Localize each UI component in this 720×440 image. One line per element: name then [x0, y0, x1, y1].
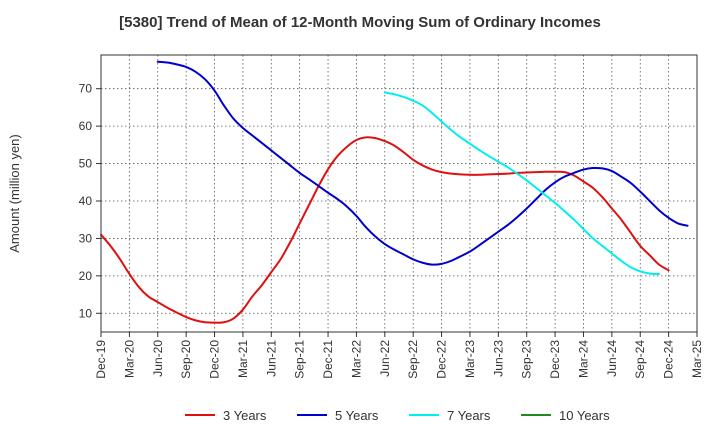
x-tick-label: Sep-20 — [179, 340, 193, 379]
x-tick-label: Mar-23 — [463, 340, 477, 378]
x-tick-label: Sep-21 — [293, 340, 307, 379]
x-tick-label: Jun-20 — [151, 340, 165, 377]
series-line-7-years — [383, 91, 661, 275]
x-tick-label: Mar-20 — [122, 340, 136, 378]
grid — [101, 55, 697, 332]
x-tick-label: Dec-24 — [662, 340, 676, 379]
y-tick-label: 20 — [79, 269, 93, 283]
x-tick-label: Dec-23 — [548, 340, 562, 379]
x-tick-label: Dec-21 — [321, 340, 335, 379]
x-tick-label: Dec-20 — [208, 340, 222, 379]
x-tick-label: Dec-22 — [435, 340, 449, 379]
x-tick-label: Dec-19 — [94, 340, 108, 379]
series-line-3-years — [100, 136, 670, 324]
plot-frame — [100, 54, 698, 333]
y-axis: 10 20 30 40 50 60 70 — [79, 82, 101, 320]
x-tick-label: Jun-24 — [605, 340, 619, 377]
series-layer — [100, 60, 689, 324]
y-tick-label: 40 — [79, 194, 93, 208]
y-tick-label: 50 — [79, 157, 93, 171]
x-tick-label: Jun-22 — [378, 340, 392, 377]
legend: 3 Years 5 Years 7 Years 10 Years — [185, 408, 610, 423]
series-line-5-years — [156, 60, 689, 266]
x-tick-label: Mar-25 — [690, 340, 704, 378]
x-tick-label: Sep-23 — [520, 340, 534, 379]
chart-title: [5380] Trend of Mean of 12-Month Moving … — [119, 14, 601, 31]
legend-label-5-years: 5 Years — [335, 408, 379, 423]
legend-label-3-years: 3 Years — [223, 408, 267, 423]
y-axis-label: Amount (million yen) — [7, 134, 22, 253]
x-tick-label: Mar-22 — [349, 340, 363, 378]
y-tick-label: 30 — [79, 231, 93, 245]
y-tick-label: 10 — [79, 306, 93, 320]
y-tick-label: 60 — [79, 119, 93, 133]
legend-label-10-years: 10 Years — [559, 408, 610, 423]
legend-label-7-years: 7 Years — [447, 408, 491, 423]
x-tick-label: Mar-24 — [576, 340, 590, 378]
x-tick-label: Jun-21 — [264, 340, 278, 377]
y-tick-label: 70 — [79, 82, 93, 96]
x-tick-label: Jun-23 — [491, 340, 505, 377]
x-tick-label: Sep-22 — [406, 340, 420, 379]
plot-area — [101, 55, 697, 332]
x-tick-label: Mar-21 — [236, 340, 250, 378]
x-tick-label: Sep-24 — [633, 340, 647, 379]
x-axis: Dec-19 Mar-20 Jun-20 Sep-20 Dec-20 Mar-21 Jun-… — [94, 332, 704, 379]
